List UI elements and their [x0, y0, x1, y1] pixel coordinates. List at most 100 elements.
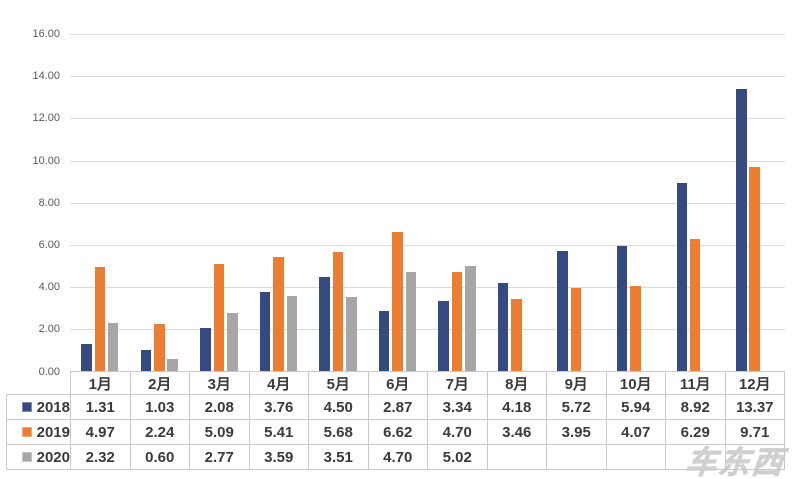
series-label-cell: 2018 — [6, 394, 71, 420]
month-header-cell: 1月 — [70, 371, 131, 395]
bar-2019-3月 — [213, 264, 225, 372]
table-corner-cell — [7, 372, 71, 395]
value-cell: 6.29 — [665, 419, 726, 445]
month-header-cell: 2月 — [129, 371, 190, 395]
y-axis-tick-label: 0.00 — [38, 365, 60, 378]
gridline — [70, 287, 785, 289]
month-header-cell: 11月 — [665, 371, 726, 395]
value-cell: 4.70 — [367, 444, 428, 470]
plot-area — [70, 34, 785, 372]
bar-2020-1月 — [107, 322, 119, 372]
value-cell: 8.92 — [665, 394, 726, 420]
bar-2019-1月 — [94, 266, 106, 372]
data-table: 1月 2月 3月 4月 5月 6月 7月 8月 9月 10月 11月 12月 2018 1.31 1.03 2… — [6, 371, 785, 470]
bar-2019-11月 — [689, 238, 701, 372]
value-cell: 3.95 — [546, 419, 607, 445]
value-cell: 4.07 — [605, 419, 666, 445]
value-cell: 2.24 — [129, 419, 190, 445]
legend-swatch-2019 — [21, 427, 32, 437]
series-name: 2020 — [36, 448, 70, 466]
value-cell: 4.70 — [427, 419, 488, 445]
gridline — [70, 202, 785, 204]
bar-2018-2月 — [140, 349, 152, 372]
bar-2019-9月 — [570, 288, 582, 372]
bar-2018-12月 — [736, 89, 747, 372]
value-cell: 5.09 — [189, 419, 250, 445]
y-axis-tick-label: 6.00 — [38, 238, 60, 251]
month-header-cell: 12月 — [724, 371, 785, 395]
table-row-2018: 2018 1.31 1.03 2.08 3.76 4.50 2.87 3.34 4.18 5.72… — [6, 394, 785, 420]
legend-swatch-2018 — [21, 402, 32, 412]
bar-2018-8月 — [497, 283, 509, 372]
y-axis-tick-label: 4.00 — [38, 281, 60, 294]
y-axis-tick-label: 2.00 — [38, 323, 60, 336]
value-cell: 4.50 — [308, 394, 369, 420]
bar-2018-1月 — [81, 343, 92, 372]
bar-2020-7月 — [465, 265, 476, 372]
value-cell: 3.51 — [308, 444, 369, 470]
bar-2019-8月 — [511, 298, 522, 372]
value-cell: 1.31 — [70, 394, 131, 420]
value-cell — [546, 444, 607, 470]
table-header-row: 1月 2月 3月 4月 5月 6月 7月 8月 9月 10月 11月 12月 — [7, 371, 785, 395]
bar-2019-10月 — [630, 285, 641, 372]
month-header-cell: 9月 — [546, 371, 607, 395]
series-label-cell: 2019 — [6, 419, 71, 445]
value-cell: 1.03 — [129, 394, 190, 420]
bar-2020-6月 — [405, 272, 417, 372]
bar-2019-6月 — [392, 231, 403, 372]
bar-2020-5月 — [346, 297, 357, 372]
series-name: 2018 — [36, 398, 70, 416]
value-cell: 4.18 — [486, 394, 547, 420]
value-cell: 6.62 — [367, 419, 428, 445]
gridline — [70, 329, 785, 331]
y-axis-tick-label: 12.00 — [32, 112, 60, 125]
gridline — [70, 34, 785, 35]
value-cell: 13.37 — [724, 394, 785, 420]
value-cell: 0.60 — [129, 444, 190, 470]
bar-2020-3月 — [227, 313, 238, 372]
month-header-cell: 8月 — [486, 371, 547, 395]
value-cell: 5.72 — [546, 394, 607, 420]
month-header-cell: 7月 — [427, 371, 488, 395]
value-cell: 5.68 — [308, 419, 369, 445]
value-cell: 4.97 — [70, 419, 131, 445]
watermark-logo: 车东西 — [683, 445, 787, 479]
bar-2018-9月 — [557, 250, 568, 372]
y-axis-tick-label: 14.00 — [32, 70, 60, 83]
bar-2019-4月 — [273, 257, 284, 372]
month-header-cell: 10月 — [605, 371, 666, 395]
y-axis-tick-label: 16.00 — [32, 28, 60, 40]
series-name: 2019 — [36, 423, 70, 441]
gridline — [70, 76, 785, 78]
gridline — [70, 244, 785, 246]
value-cell: 3.34 — [427, 394, 488, 420]
y-axis-tick-label: 8.00 — [38, 196, 60, 209]
value-cell — [724, 444, 785, 470]
month-header-cell: 6月 — [367, 371, 428, 395]
gridline — [70, 160, 785, 162]
value-cell: 3.59 — [248, 444, 309, 470]
legend-swatch-2020 — [21, 452, 32, 462]
bar-2018-11月 — [676, 183, 688, 372]
value-cell: 5.94 — [605, 394, 666, 420]
month-header-cell: 5月 — [308, 371, 369, 395]
y-axis-tick-label: 10.00 — [32, 154, 60, 167]
month-header-cell: 4月 — [248, 371, 309, 395]
series-label-cell: 2020 — [6, 444, 71, 470]
bar-2018-4月 — [259, 292, 271, 372]
bar-2019-2月 — [154, 324, 165, 372]
bar-2019-5月 — [332, 251, 344, 372]
value-cell: 2.87 — [367, 394, 428, 420]
value-cell: 2.32 — [70, 444, 131, 470]
value-cell: 2.77 — [189, 444, 250, 470]
bar-2018-7月 — [438, 301, 449, 372]
bar-2019-7月 — [451, 272, 463, 372]
table-row-2020: 2020 2.32 0.60 2.77 3.59 3.51 4.70 5.02 — [6, 444, 785, 470]
bar-2020-4月 — [286, 295, 298, 372]
bar-2018-10月 — [616, 246, 628, 372]
value-cell: 5.02 — [427, 444, 488, 470]
bar-2020-2月 — [167, 358, 178, 372]
value-cell: 5.41 — [248, 419, 309, 445]
